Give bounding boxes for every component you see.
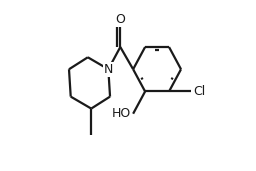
Text: HO: HO: [111, 107, 131, 120]
Text: Cl: Cl: [193, 85, 205, 98]
Text: O: O: [115, 13, 125, 26]
Text: N: N: [104, 63, 113, 76]
